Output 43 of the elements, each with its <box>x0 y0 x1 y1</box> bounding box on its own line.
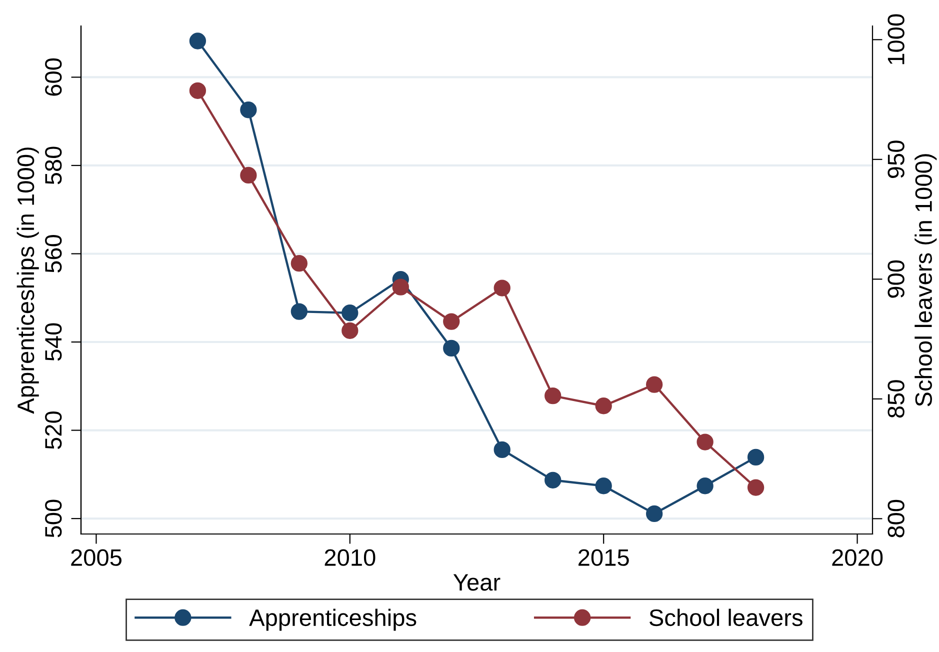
x-axis-title: Year <box>453 574 500 591</box>
x-tick-label: 2010 <box>324 549 376 566</box>
point <box>189 82 206 99</box>
point <box>494 280 510 296</box>
point <box>544 472 562 488</box>
point <box>595 398 612 414</box>
y2-tick-label: 800 <box>888 500 904 538</box>
y-axis-title: Apprenticeships (in 1000) <box>16 148 39 414</box>
point <box>392 278 409 296</box>
point <box>696 478 714 494</box>
y-tick-label: 600 <box>45 58 62 96</box>
point <box>443 313 460 330</box>
point <box>189 32 206 50</box>
y-tick-label: 500 <box>45 500 62 538</box>
point <box>290 303 308 320</box>
point <box>240 102 257 118</box>
y2-tick-label: 900 <box>888 260 904 298</box>
point <box>595 478 612 494</box>
point <box>646 376 663 393</box>
y-tick-label: 560 <box>45 234 62 272</box>
x-tick-label: 2020 <box>832 549 883 566</box>
point <box>240 166 257 184</box>
point <box>646 505 663 522</box>
y2-tick-label: 950 <box>888 140 904 178</box>
point <box>747 479 764 496</box>
y-tick-label: 520 <box>45 412 62 450</box>
point <box>544 387 562 404</box>
y-tick-label: 580 <box>45 146 62 184</box>
y2-axis-title: School leavers (in 1000) <box>914 154 937 406</box>
y2-tick-label: 1000 <box>888 14 904 64</box>
y2-tick-label: 850 <box>888 380 904 418</box>
legend-label: School leavers <box>650 608 802 626</box>
y-tick-label: 540 <box>45 323 62 361</box>
point <box>342 304 358 322</box>
point <box>290 255 308 272</box>
legend-label: Apprenticeships <box>249 608 416 631</box>
point <box>443 340 460 357</box>
point <box>696 434 714 450</box>
point <box>342 322 358 339</box>
point <box>494 441 510 458</box>
point <box>747 448 764 466</box>
x-tick-label: 2005 <box>71 549 122 566</box>
x-tick-label: 2015 <box>578 549 629 566</box>
